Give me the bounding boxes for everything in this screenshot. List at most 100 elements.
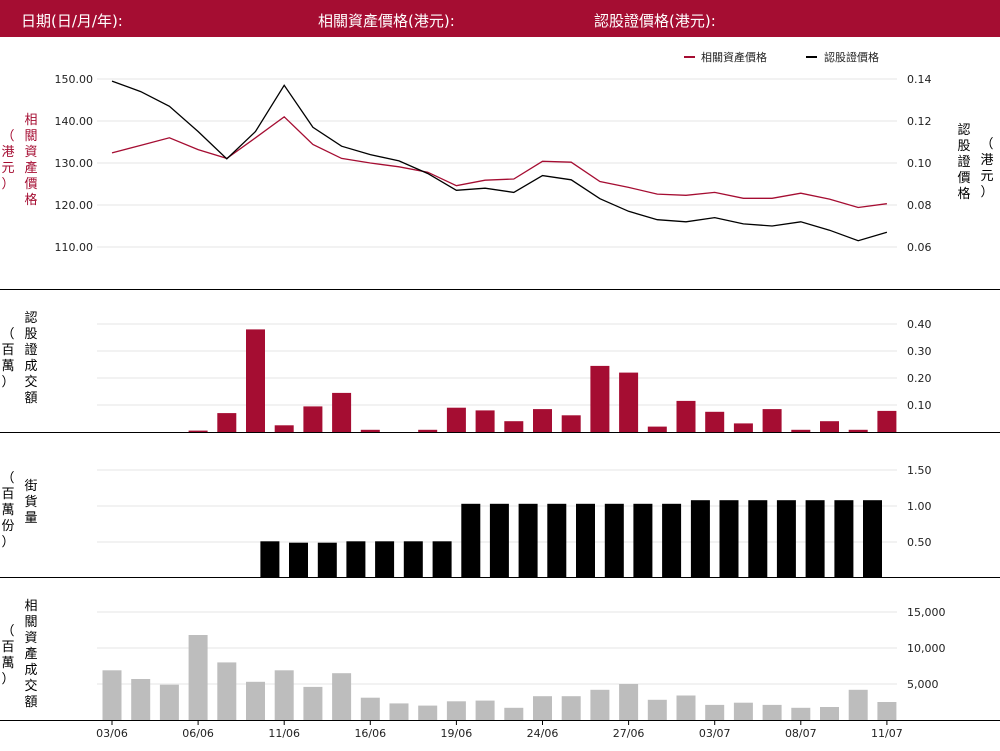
warrant-turnover-bar [733,423,753,432]
warrant-turnover-bar [705,411,725,433]
underlying-turnover-axis-unit-char: ） [1,672,14,687]
outstanding-bar [719,500,739,578]
x-tick-label: 11/07 [871,727,903,740]
underlying-turnover-bar [676,695,696,720]
left-tick-label: 130.00 [55,157,94,170]
underlying-price-axis-unit-char: ） [1,177,14,192]
warrant-turnover-bar [762,409,782,432]
warrant-turnover-bar [274,425,294,433]
x-tick-label: 03/06 [96,727,128,740]
underlying-turnover-gridlines [97,611,897,685]
underlying-turnover-axis-label-char: 相 [24,599,37,614]
underlying-turnover-bar [791,707,811,720]
underlying-turnover-bar [217,662,237,720]
warrant-turnover-axis-label-char: 額 [24,391,37,406]
warrant-turnover-axis-label-char: 證 [24,342,37,358]
underlying-turnover-bar [131,679,151,720]
left-tick-label: 150.00 [55,73,94,86]
underlying-turnover-axis-label-char: 成 [24,663,37,678]
underlying-price-axis-label-char: 格 [24,192,37,208]
outstanding-bar [805,500,825,578]
underlying-price-ticks: 150.00 140.00 130.00 120.00 110.00 [55,73,94,254]
outstanding-bar [375,541,395,578]
x-tick-label: 27/06 [613,727,645,740]
warrant-turnover-bar [418,429,438,432]
warrant-turnover-bar [533,409,552,432]
date-readout-label: 日期(日/月/年): [21,12,123,30]
warrant-turnover-axis-unit: （百萬） [1,327,14,390]
warrant-price-axis-unit: （港元） [980,137,993,200]
warrant-price-axis-unit-char: 元 [980,169,993,184]
underlying-turnover-bar [188,635,208,720]
price-gridlines [97,78,897,248]
outstanding-axis-label-char: 量 [24,511,37,526]
warrant-price-axis-label-char: 證 [957,154,970,170]
outstanding-axis-unit-char: 萬 [1,503,14,518]
underlying-price-axis-label-char: 產 [24,160,37,176]
underlying-price-axis-unit: （港元） [1,129,14,192]
outstanding-bar [576,503,595,578]
right-tick-label: 0.08 [907,199,932,212]
warrant-turnover-axis-unit-char: ） [1,375,14,390]
warrant-turnover-axis-unit-char: （ [1,327,14,342]
underlying-turnover-bar [590,689,610,720]
warrant-turnover-axis-label-char: 交 [24,374,37,390]
outstanding-ticks: 1.50 1.00 0.50 [907,464,932,549]
right-tick-label: 0.12 [907,115,932,128]
underlying-turnover-ticks: 15,000 10,000 5,000 [907,606,946,691]
underlying-turnover-bar [303,686,323,720]
underlying-price-axis-unit-char: 元 [1,161,14,176]
warrant-price-axis-unit-char: （ [980,137,993,152]
warrant-turnover-bar [820,421,839,432]
right-tick-label: 0.14 [907,73,932,86]
warrant-price-readout-label: 認股證價格(港元): [594,12,716,30]
warrant-turnover-bar [877,410,897,432]
underlying-turnover-bar [705,704,725,720]
outstanding-bar [604,503,624,578]
warrant-turnover-bar [676,400,696,432]
outstanding-axis-unit-char: （ [1,471,14,486]
warrant-turnover-bars [188,329,897,433]
x-tick-label: 03/07 [699,727,731,740]
underlying-turnover-axis-label-char: 資 [24,631,37,646]
warrant-price-axis-label-char: 股 [957,139,970,154]
warrant-price-axis-unit-char: ） [980,185,993,200]
x-tick-label: 06/06 [182,727,214,740]
underlying-price-axis-label-char: 相 [24,113,37,128]
outstanding-axis-label-char: 貨 [24,494,37,510]
outstanding-bar [834,500,854,578]
warrant-turnover-axis-label-char: 成 [24,359,37,374]
underlying-turnover-bars [102,635,897,720]
chart-header: 日期(日/月/年): 相關資產價格(港元): 認股證價格(港元): [0,0,1000,37]
warrant-turnover-bar [446,407,466,432]
tick-label: 0.40 [907,318,932,331]
underlying-turnover-bar [332,673,352,720]
underlying-price-axis-label-char: 價 [24,177,37,192]
underlying-price-axis-unit-char: （ [1,129,14,144]
underlying-turnover-bar [475,700,495,720]
left-tick-label: 140.00 [55,115,94,128]
underlying-price-readout-label: 相關資產價格(港元): [318,12,455,30]
warrant-price-ticks: 0.14 0.12 0.10 0.08 0.06 [907,73,932,254]
underlying-turnover-bar [619,684,639,720]
outstanding-bar [317,542,337,578]
underlying-price-axis-label-char: 資 [24,145,37,160]
left-tick-label: 110.00 [55,241,94,254]
outstanding-bar [863,500,882,578]
outstanding-bar [662,503,682,578]
warrant-price-axis-label-char: 認 [957,122,970,138]
tick-label: 10,000 [907,642,946,655]
tick-label: 1.50 [907,464,932,477]
legend: 相關資產價格 認股證價格 [684,50,879,64]
underlying-turnover-axis-label-char: 關 [24,615,37,630]
warrant-price-axis-unit-char: 港 [980,153,993,168]
underlying-turnover-axis-label-char: 產 [24,646,37,662]
underlying-turnover-bar [446,701,466,720]
tick-label: 0.50 [907,536,932,549]
underlying-price-axis-unit-char: 港 [1,145,14,160]
warrant-turnover-axis-unit-char: 萬 [1,359,14,374]
tick-label: 0.30 [907,345,932,358]
outstanding-bar [633,503,653,578]
x-tick-label: 19/06 [441,727,473,740]
